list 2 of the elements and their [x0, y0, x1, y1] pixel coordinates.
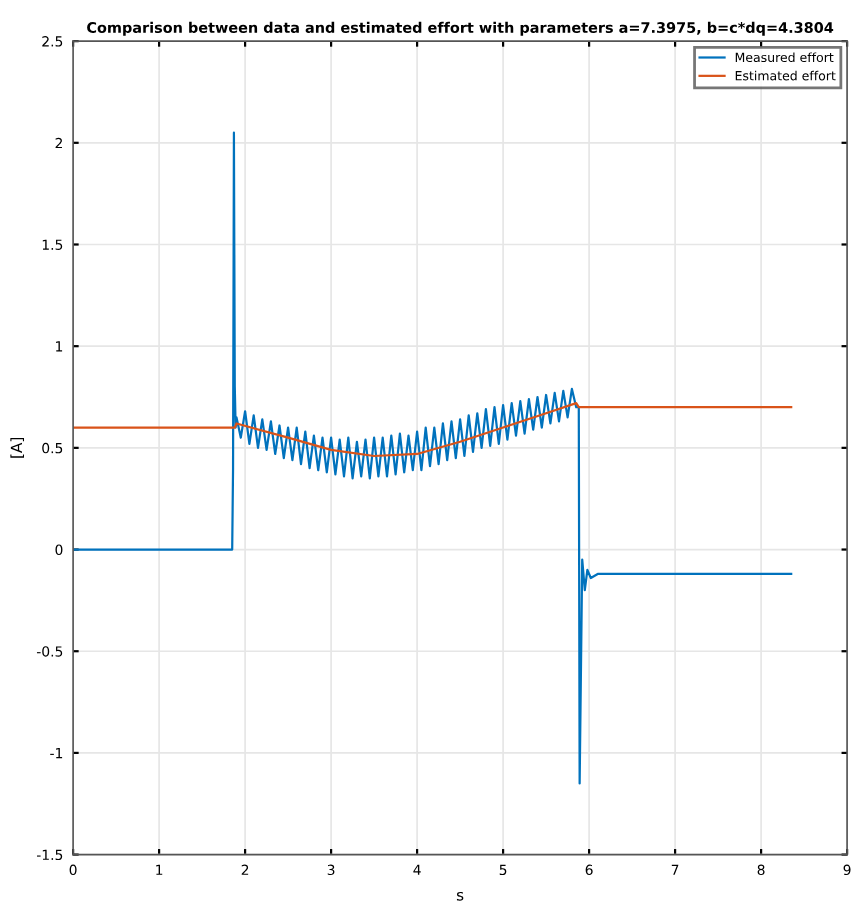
line-series	[73, 402, 793, 458]
line-series	[73, 131, 793, 785]
